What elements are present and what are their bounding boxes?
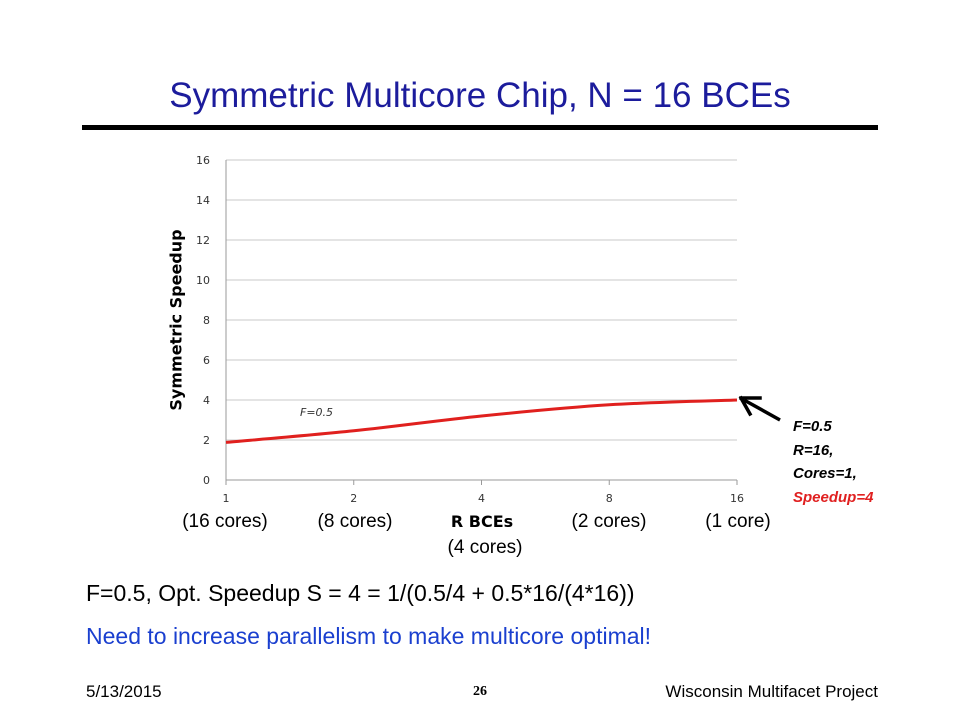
callout-cores: Cores=1,: [793, 465, 857, 482]
callout-r: R=16,: [793, 441, 834, 459]
y-tick-label: 16: [196, 154, 210, 167]
y-tick-label: 6: [203, 354, 210, 367]
core-label-4: (4 cores): [447, 537, 523, 558]
conclusion-text: Need to increase parallelism to make mul…: [86, 623, 652, 649]
x-axis-title: R BCEs: [450, 512, 514, 531]
core-label-8: (8 cores): [317, 511, 393, 532]
callout-arrow-line: [743, 398, 781, 422]
y-tick-label: 8: [203, 314, 210, 327]
x-tick-label: 8: [606, 492, 613, 505]
x-tick-label: 4: [478, 492, 485, 505]
core-label-16: (16 cores): [182, 511, 268, 532]
y-axis-title: Symmetric Speedup: [166, 229, 186, 411]
footer-date: 5/13/2015: [86, 682, 162, 701]
y-tick-label: 14: [196, 194, 210, 207]
x-tick-label: 2: [350, 492, 357, 505]
callout-arrowhead: [738, 395, 762, 417]
core-label-2: (2 cores): [571, 511, 647, 532]
y-tick-label: 12: [196, 234, 210, 247]
y-tick-label: 0: [203, 474, 210, 487]
y-tick-label: 10: [196, 274, 210, 287]
series-line: [225, 398, 738, 444]
speedup-formula: F=0.5, Opt. Speedup S = 4 = 1/(0.5/4 + 0…: [86, 580, 635, 606]
footer-project: Wisconsin Multifacet Project: [665, 682, 878, 701]
callout-f: F=0.5: [793, 418, 832, 435]
callout-speedup: Speedup=4: [793, 488, 874, 506]
series-label: F=0.5: [300, 406, 333, 419]
optimum-callout: F=0.5 R=16, Cores=1, Speedup=4: [793, 415, 873, 509]
y-tick-label: 2: [203, 434, 210, 447]
x-tick-label: 16: [730, 492, 744, 505]
y-tick-label: 4: [203, 394, 210, 407]
page-number: 26: [473, 684, 487, 699]
x-tick-label: 1: [223, 492, 230, 505]
slide-title: Symmetric Multicore Chip, N = 16 BCEs: [169, 76, 791, 115]
core-label-1: (1 core): [705, 511, 771, 532]
title-divider: [82, 125, 878, 130]
